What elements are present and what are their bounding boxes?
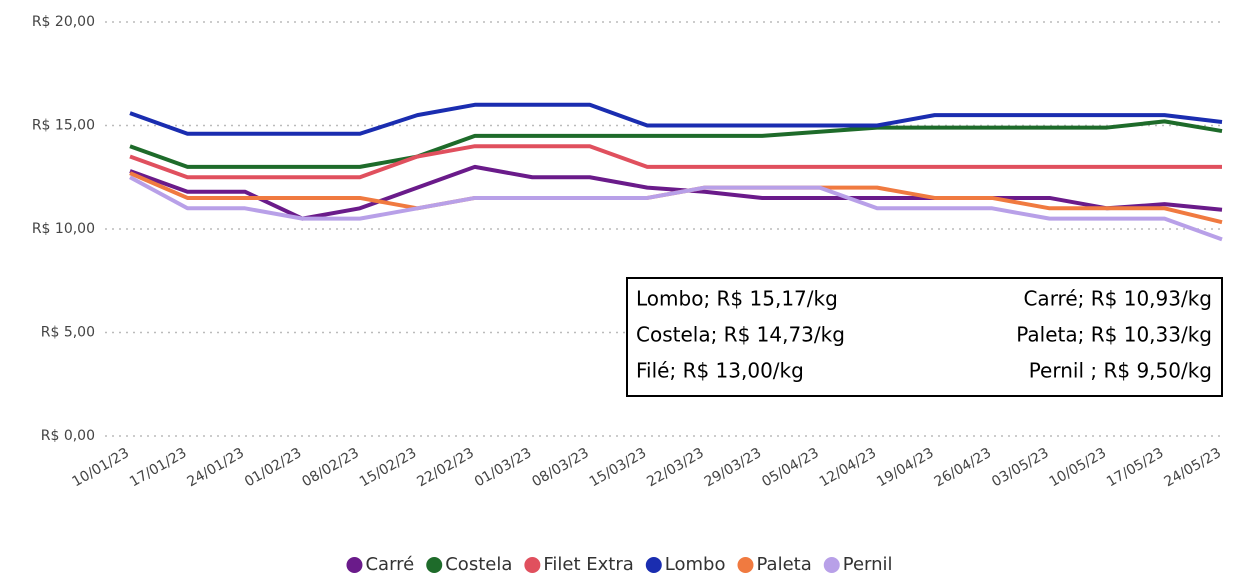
x-tick-label: 10/05/23 xyxy=(1047,445,1109,490)
legend-marker xyxy=(823,557,840,573)
x-tick-label: 26/04/23 xyxy=(932,445,994,490)
x-tick-label: 15/02/23 xyxy=(357,445,419,490)
legend-marker xyxy=(524,557,541,573)
x-tick-label: 05/04/23 xyxy=(759,445,821,490)
y-tick-label: R$ 10,00 xyxy=(32,221,95,237)
x-tick-label: 17/01/23 xyxy=(127,445,189,490)
annotation: Carré; R$ 10,93/kg xyxy=(1023,287,1212,311)
annotation: Paleta; R$ 10,33/kg xyxy=(1016,323,1212,347)
x-tick-label: 24/05/23 xyxy=(1162,445,1224,490)
legend-label: Lombo xyxy=(665,554,726,575)
y-tick-label: R$ 0,00 xyxy=(41,428,95,444)
y-tick-label: R$ 15,00 xyxy=(32,118,95,134)
legend-marker xyxy=(645,557,662,573)
legend-label: Paleta xyxy=(756,554,811,575)
annotation: Lombo; R$ 15,17/kg xyxy=(636,287,838,311)
annotation: Costela; R$ 14,73/kg xyxy=(636,323,845,347)
x-tick-label: 08/02/23 xyxy=(299,445,361,490)
x-tick-label: 22/02/23 xyxy=(414,445,476,490)
x-tick-label: 10/01/23 xyxy=(70,445,132,490)
legend-marker xyxy=(737,557,754,573)
legend-label: Filet Extra xyxy=(543,554,633,575)
x-tick-label: 17/05/23 xyxy=(1104,445,1166,490)
line xyxy=(129,175,1223,242)
line xyxy=(129,119,1223,169)
annotation-box xyxy=(626,277,1223,397)
legend: Carré Costela Filet Extra Lombo Paleta Pernil xyxy=(346,554,893,575)
line xyxy=(129,144,1222,180)
y-tick-label: R$ 5,00 xyxy=(41,325,95,341)
x-tick-label: 19/04/23 xyxy=(874,445,936,490)
x-tick-label: 08/03/23 xyxy=(529,445,591,490)
x-tick-label: 29/03/23 xyxy=(702,445,764,490)
x-tick-label: 03/05/23 xyxy=(989,445,1051,490)
x-tick-label: 01/02/23 xyxy=(242,445,304,490)
legend-marker xyxy=(426,557,443,573)
x-tick-label: 12/04/23 xyxy=(817,445,879,490)
x-tick-label: 15/03/23 xyxy=(587,445,649,490)
y-tick-label: R$ 20,00 xyxy=(32,14,95,30)
legend-label: Costela xyxy=(445,554,512,575)
legend-marker xyxy=(346,557,363,573)
line xyxy=(129,102,1223,136)
legend-label: Carré xyxy=(365,554,414,575)
x-tick-label: 01/03/23 xyxy=(472,445,534,490)
annotation: Filé; R$ 13,00/kg xyxy=(636,359,804,383)
x-tick-label: 22/03/23 xyxy=(644,445,706,490)
annotation: Pernil ; R$ 9,50/kg xyxy=(1029,359,1212,383)
legend-label: Pernil xyxy=(843,554,893,575)
x-tick-label: 24/01/23 xyxy=(184,445,246,490)
